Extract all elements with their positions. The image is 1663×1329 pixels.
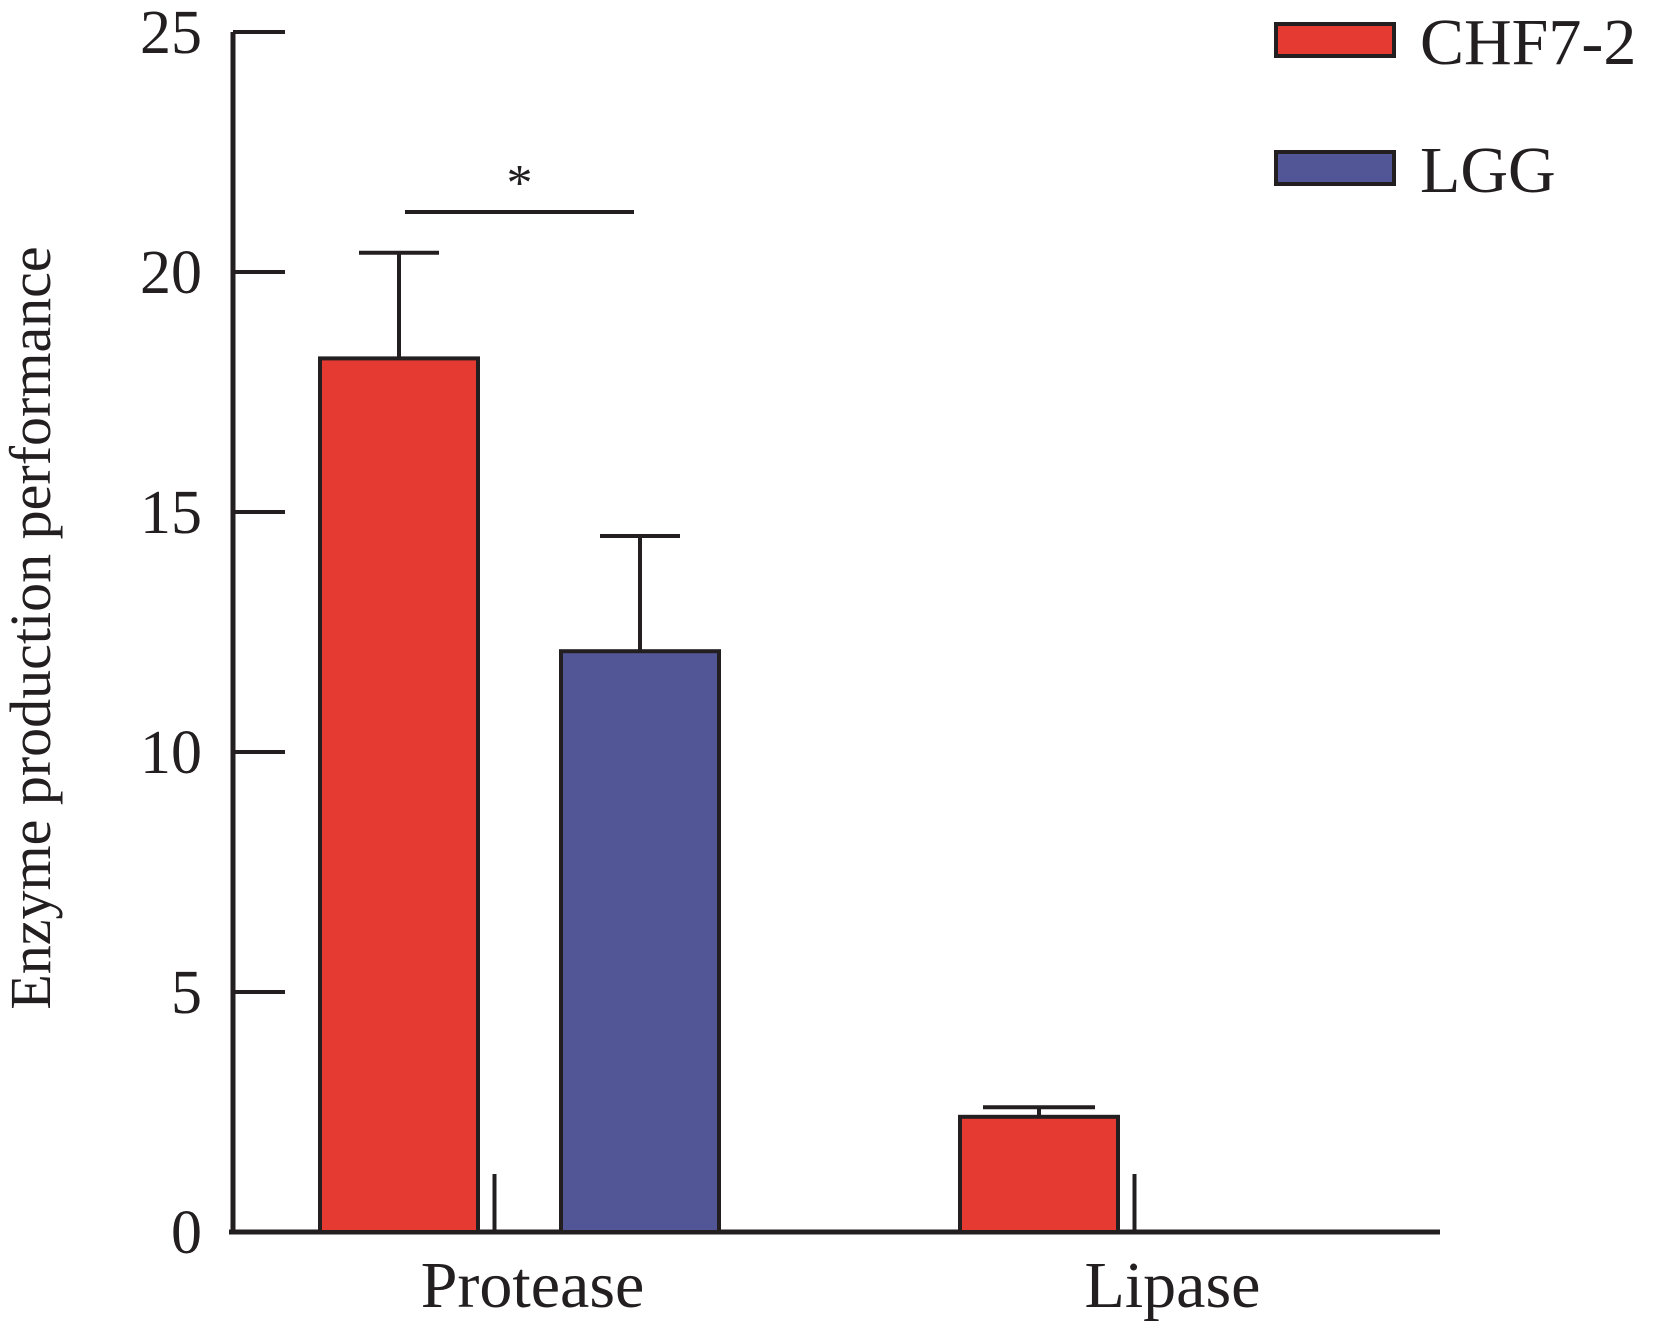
legend-swatch — [1274, 22, 1396, 58]
y-axis-title: Enzyme production performance — [0, 246, 63, 1009]
significance-marker: * — [507, 155, 533, 212]
error-bars — [359, 250, 1095, 1117]
y-tick-label: 20 — [140, 239, 202, 307]
legend-label: LGG — [1420, 134, 1556, 207]
bars — [318, 356, 1120, 1235]
y-tick-label: 15 — [140, 479, 202, 547]
y-tick-label: 5 — [171, 959, 202, 1027]
y-tick-label: 0 — [171, 1199, 202, 1267]
axes: 0 5 10 15 20 25 Protease Lipase — [140, 0, 1440, 1322]
legend-swatch — [1274, 150, 1396, 186]
y-tick-label: 10 — [140, 719, 202, 787]
x-category-label: Protease — [421, 1249, 645, 1322]
bar-chf7-2-lipase — [958, 1114, 1120, 1235]
bar-lgg-protease — [559, 649, 721, 1234]
legend-label: CHF7-2 — [1420, 6, 1636, 79]
bar-chf7-2-protease — [318, 356, 480, 1234]
legend: CHF7-2 LGG — [1274, 6, 1636, 207]
significance-annotations: * — [405, 155, 634, 214]
y-tick-label: 25 — [140, 0, 202, 67]
x-category-label: Lipase — [1085, 1249, 1261, 1322]
